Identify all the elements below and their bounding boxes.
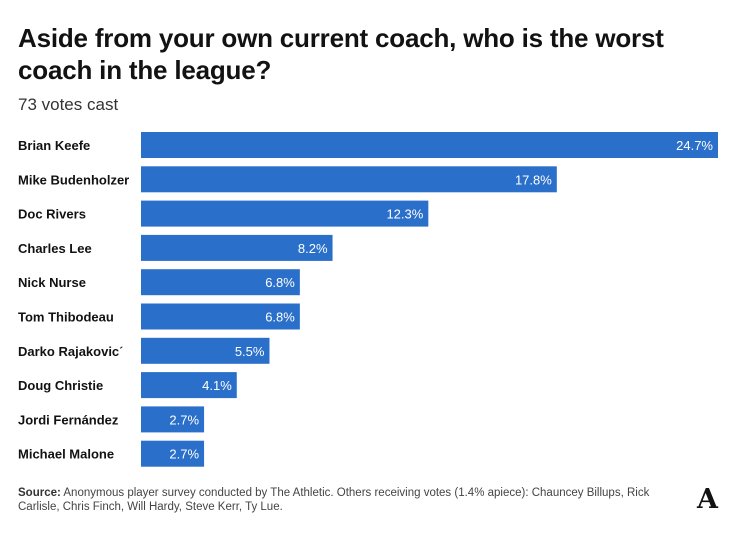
value-label: 24.7% [676, 138, 713, 153]
value-label: 6.8% [265, 275, 295, 290]
category-label: Mike Budenholzer [18, 172, 129, 187]
category-label: Brian Keefe [18, 138, 90, 153]
bar [141, 372, 237, 399]
category-label: Charles Lee [18, 241, 92, 256]
category-label: Doc Rivers [18, 207, 86, 222]
source-text: Anonymous player survey conducted by The… [18, 487, 650, 513]
bar [141, 303, 300, 330]
source-label: Source: [18, 487, 61, 499]
bar [141, 440, 205, 467]
category-label: Tom Thibodeau [18, 310, 114, 325]
category-label: Doug Christie [18, 378, 103, 393]
bar [141, 166, 557, 193]
bar [141, 337, 270, 364]
bar [141, 234, 333, 261]
bar [141, 132, 718, 158]
value-label: 8.2% [298, 241, 328, 256]
value-label: 5.5% [235, 344, 265, 359]
chart-title: Aside from your own current coach, who i… [18, 23, 664, 85]
category-label: Nick Nurse [18, 275, 86, 290]
value-label: 2.7% [169, 412, 199, 427]
value-label: 12.3% [386, 207, 423, 222]
chart-subtitle: 73 votes cast [18, 95, 119, 114]
value-label: 6.8% [265, 310, 295, 325]
value-label: 17.8% [515, 172, 552, 187]
category-label: Michael Malone [18, 447, 114, 462]
category-label: Darko Rajakovicˊ [18, 344, 124, 359]
bar [141, 406, 205, 433]
bar-chart: Brian Keefe 24.7% Mike Budenholzer 17.8% Doc… [18, 132, 718, 467]
bar [141, 269, 300, 296]
value-label: 4.1% [202, 378, 232, 393]
bar [141, 200, 429, 227]
value-label: 2.7% [169, 447, 199, 462]
athletic-logo: A [697, 484, 718, 515]
source-note: Source: Anonymous player survey conducte… [18, 486, 658, 514]
category-label: Jordi Fernández [18, 412, 119, 427]
